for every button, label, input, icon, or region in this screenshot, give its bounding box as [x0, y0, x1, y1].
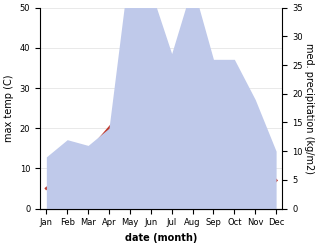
Y-axis label: med. precipitation (kg/m2): med. precipitation (kg/m2): [304, 43, 314, 174]
Y-axis label: max temp (C): max temp (C): [4, 74, 14, 142]
X-axis label: date (month): date (month): [125, 233, 197, 243]
